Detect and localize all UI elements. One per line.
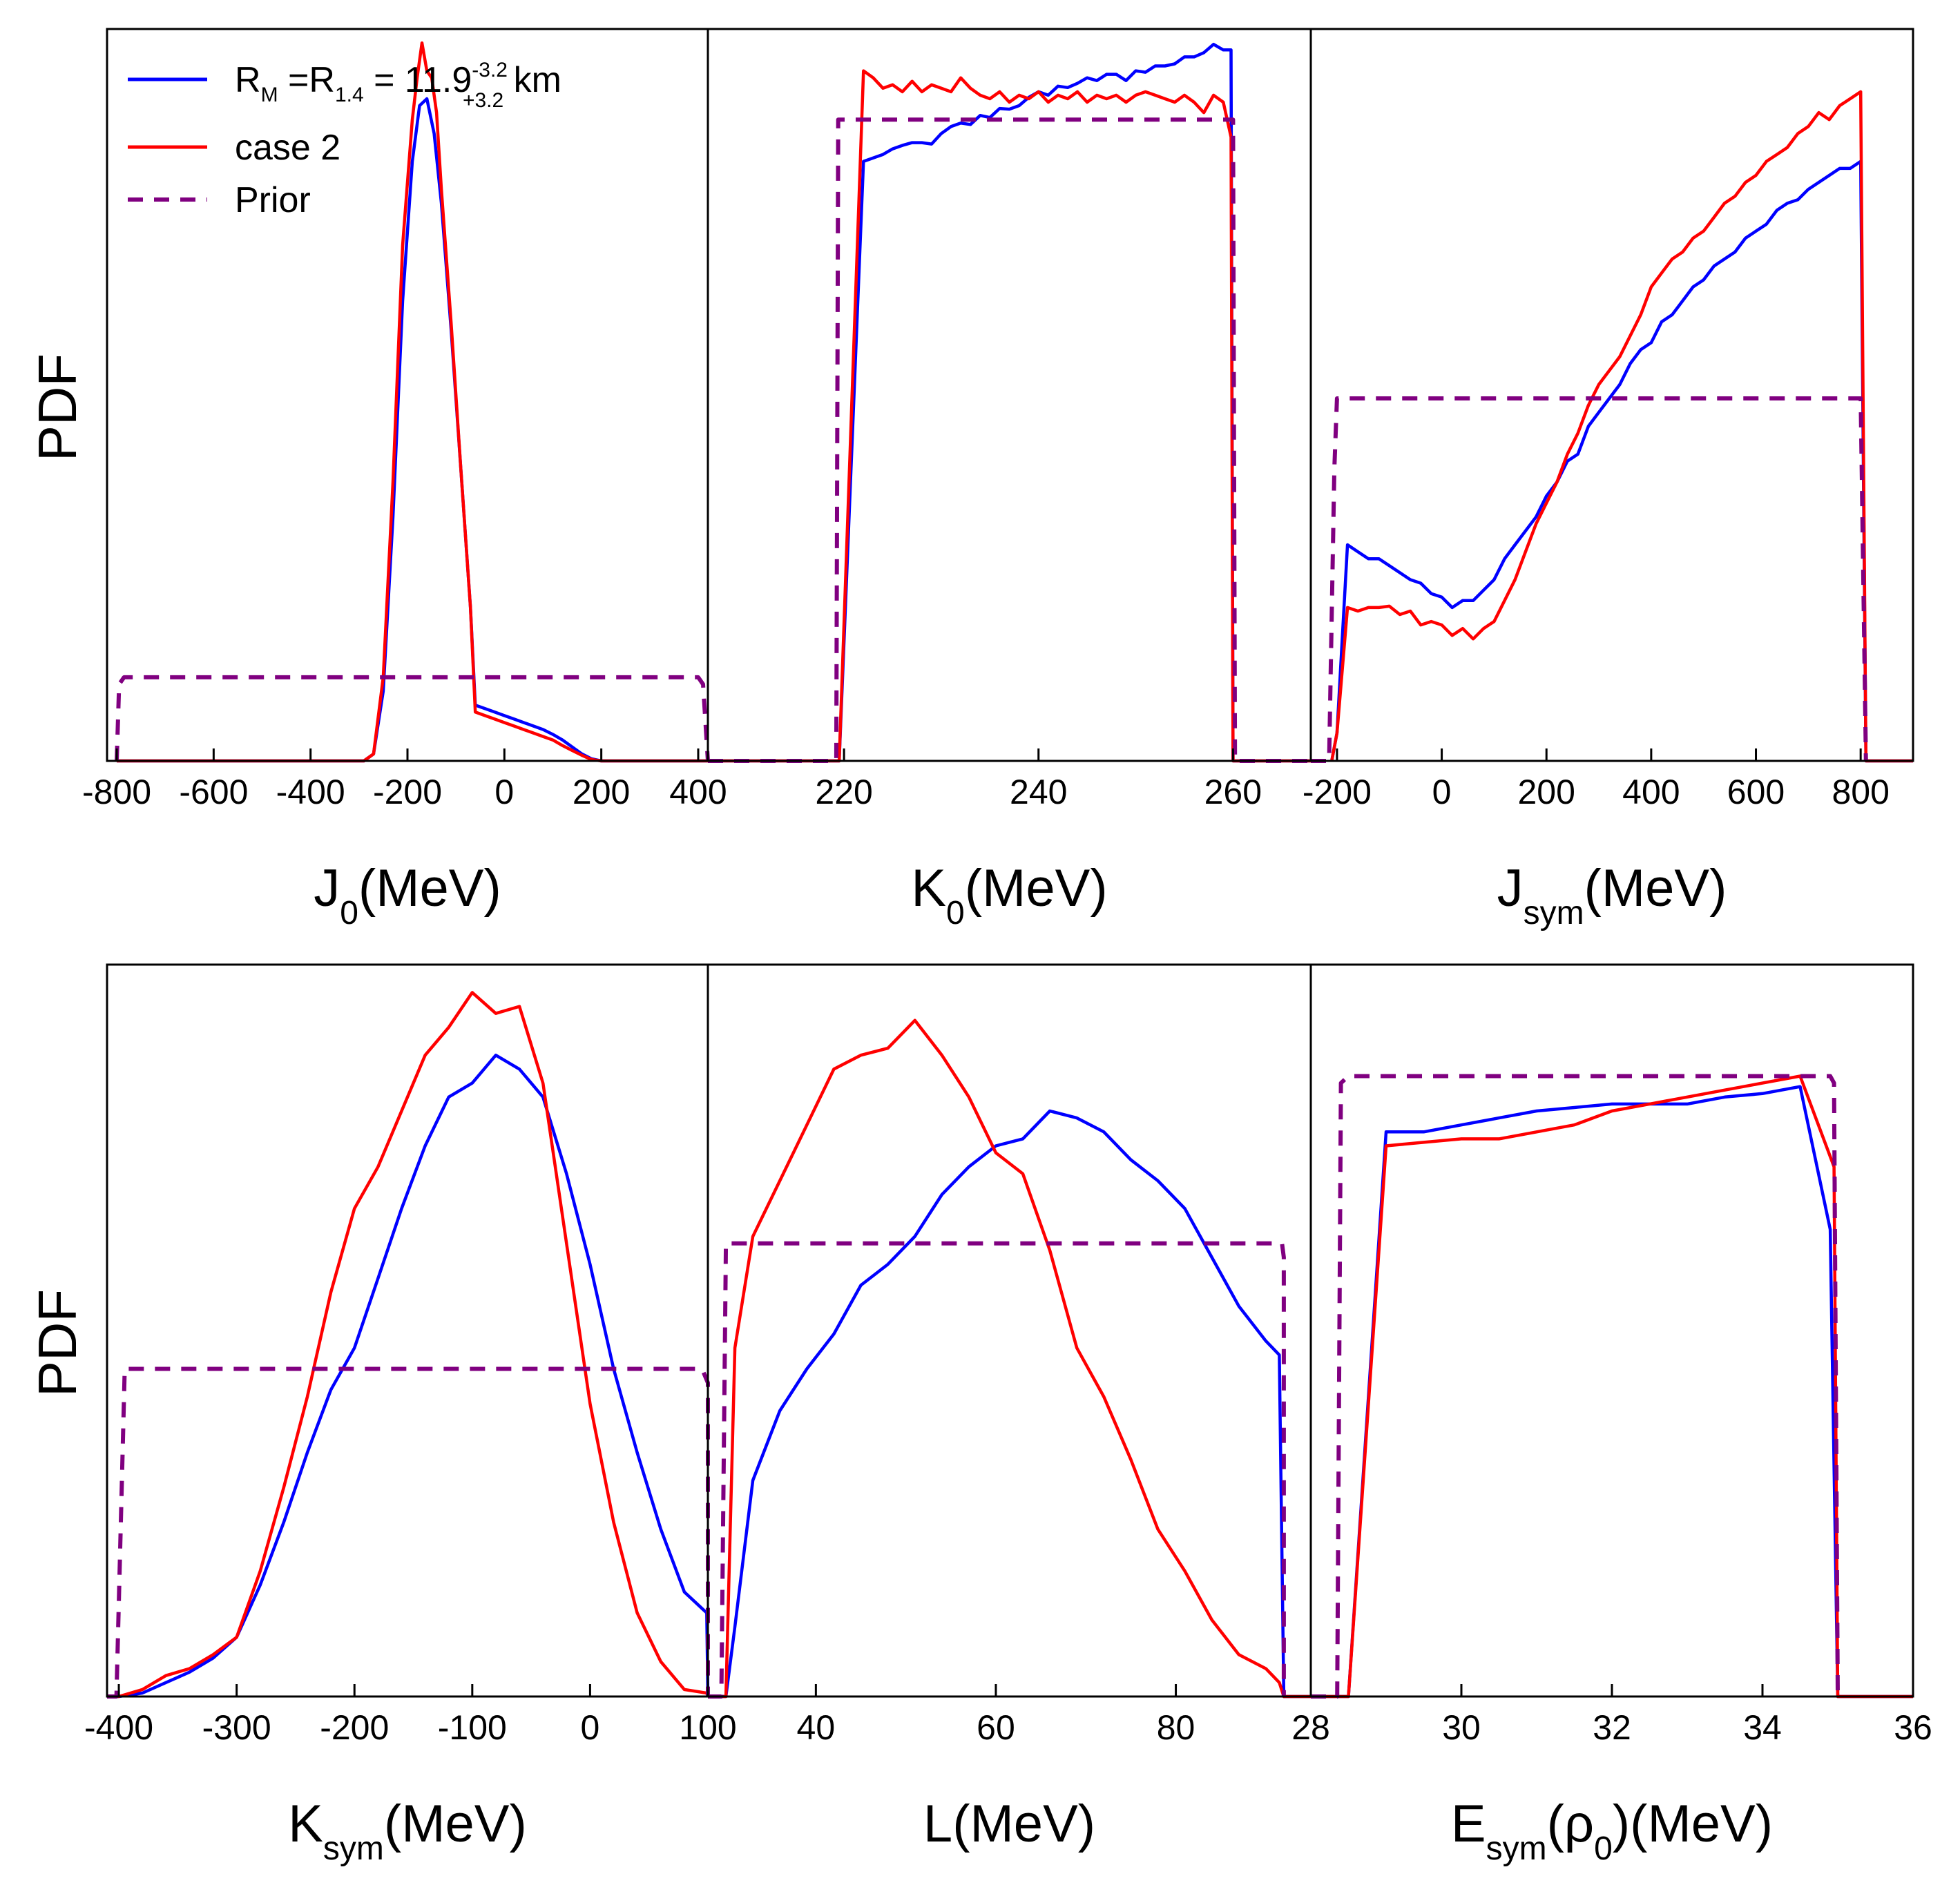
tick-label-Jsym-1: 0 [1432,773,1452,811]
tick-label-K0-0: 220 [815,773,872,811]
tick-label-Esym-4: 36 [1894,1708,1932,1747]
panel-Jsym: -200 0 200 400 600 800 Jsym(MeV) [1303,28,1914,931]
tick-label-J0-0: -800 [82,773,151,811]
series-red-K0 [708,69,1311,763]
tick-label-J0-6: 400 [669,773,727,811]
tick-label-Jsym-4: 600 [1727,773,1785,811]
tick-label-Jsym-3: 400 [1622,773,1680,811]
series-red-Esym [1311,1074,1913,1699]
tick-label-J0-5: 200 [573,773,630,811]
tick-label-Esym-1: 30 [1442,1708,1481,1747]
tick-label-Ksym-3: -100 [438,1708,507,1747]
y-axis-label-top: PDF [27,354,88,461]
series-prior-Esym [1311,1074,1840,1699]
tick-label-J0-2: -400 [276,773,345,811]
panel-K0: 220 240 260 K0(MeV) [707,28,1312,931]
series-blue-J0 [117,97,708,763]
panel-L: 40 60 80 L(MeV) [707,963,1312,1853]
tick-label-Ksym-4: 0 [581,1708,600,1747]
series-red-L [708,1018,1311,1699]
series-prior-J0 [115,675,710,762]
tick-label-Jsym-2: 200 [1517,773,1575,811]
tick-label-Esym-3: 34 [1743,1708,1782,1747]
legend-label-red: case 2 [235,128,340,168]
tick-label-L-2: 80 [1157,1708,1195,1747]
series-blue-K0 [708,42,1311,763]
tick-label-J0-4: 0 [494,773,514,811]
tick-label-Jsym-0: -200 [1303,773,1372,811]
x-axis-label-J0: J0(MeV) [314,859,501,931]
tick-label-Ksym-5: 100 [679,1708,736,1747]
tick-label-K0-2: 260 [1204,773,1262,811]
legend-label-blue: RM =R1.4 = 11.9-3.2 +3.2 km [235,59,561,112]
series-blue-Jsym [1330,160,1913,763]
x-axis-label-Jsym: Jsym(MeV) [1497,859,1727,931]
tick-label-L-1: 60 [977,1708,1015,1747]
series-prior-Jsym [1311,396,1868,763]
tick-label-J0-1: -600 [179,773,248,811]
y-axis-label-bottom: PDF [27,1289,88,1397]
panel-Esym: 28 30 32 34 36 Esym(ρ0)(MeV) [1291,963,1932,1867]
series-prior-L [708,1241,1286,1699]
tick-label-Esym-2: 32 [1593,1708,1631,1747]
legend-label-prior: Prior [235,180,311,220]
legend: RM =R1.4 = 11.9-3.2 +3.2 km case 2 Prior [128,59,561,220]
x-axis-label-K0: K0(MeV) [911,859,1107,931]
series-red-Ksym [107,991,710,1699]
tick-label-K0-1: 240 [1010,773,1067,811]
series-blue-L [708,1109,1311,1699]
x-axis-label-Esym: Esym(ρ0)(MeV) [1451,1795,1773,1867]
tick-label-Ksym-2: -200 [320,1708,389,1747]
panel-frame-Esym [1309,963,1914,1698]
tick-label-Ksym-0: -400 [84,1708,153,1747]
panel-frame-J0 [106,28,709,762]
panel-frame-Jsym [1309,28,1914,762]
panel-Ksym: -400 -300 -200 -100 0 100 Ksym(MeV) [84,963,737,1867]
tick-label-Ksym-1: -300 [202,1708,271,1747]
x-axis-label-Ksym: Ksym(MeV) [288,1795,527,1867]
tick-label-L-0: 40 [797,1708,836,1747]
x-axis-label-L: L(MeV) [923,1795,1095,1853]
panel-frame-Ksym [106,963,709,1698]
tick-label-Esym-0: 28 [1291,1708,1330,1747]
tick-label-J0-3: -200 [373,773,442,811]
tick-label-Jsym-5: 800 [1832,773,1889,811]
series-red-Jsym [1330,90,1913,763]
panel-frame-K0 [707,28,1312,762]
series-blue-Ksym [107,1053,710,1699]
series-red-J0 [117,41,708,763]
panel-frame-L [707,963,1312,1698]
series-prior-K0 [708,117,1311,763]
panel-J0: -800 -600 -400 -200 0 200 400 J0(MeV) [82,28,727,931]
series-blue-Esym [1311,1085,1913,1699]
